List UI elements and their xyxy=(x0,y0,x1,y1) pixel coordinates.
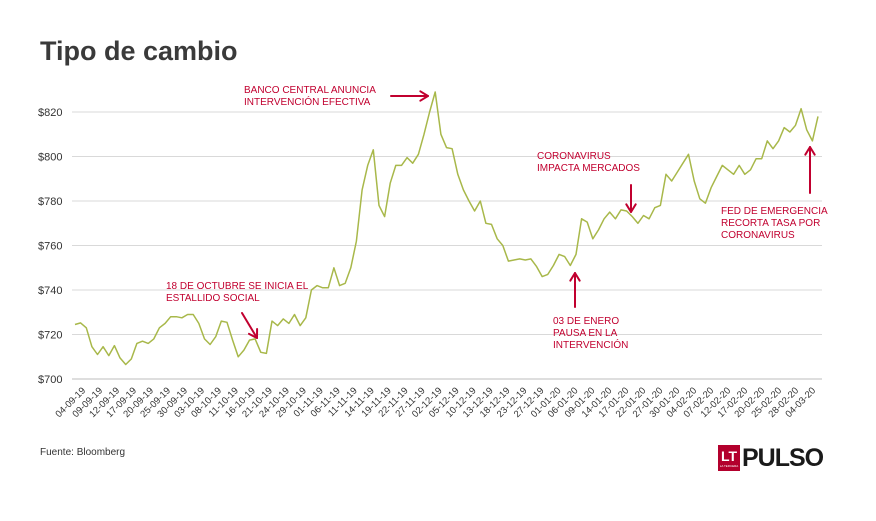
annotation-estallido-social: 18 DE OCTUBRE SE INICIA EL ESTALLIDO SOC… xyxy=(166,281,309,304)
annotation-banco-central: BANCO CENTRAL ANUNCIA INTERVENCIÓN EFECT… xyxy=(244,85,376,108)
x-axis-ticks: 04-09-1909-09-1912-09-1917-09-1920-09-19… xyxy=(53,385,818,420)
y-tick-label: $740 xyxy=(38,285,62,297)
chart-title: Tipo de cambio xyxy=(40,36,238,66)
arrow-pausa-intervencion xyxy=(569,272,581,308)
y-tick-label: $780 xyxy=(38,196,62,208)
annotation-fed-recorta-tasa: FED DE EMERGENCIA RECORTA TASA POR CORON… xyxy=(721,206,828,241)
y-axis-ticks: $700 $720 $740 $760 $780 $800 $820 xyxy=(38,107,62,386)
grid-lines xyxy=(72,111,822,380)
annotation-pausa-intervencion: 03 DE ENERO PAUSA EN LA INTERVENCIÓN xyxy=(553,316,629,351)
logo-name: PULSO xyxy=(742,443,824,472)
y-tick-label: $820 xyxy=(38,107,62,119)
source-note: Fuente: Bloomberg xyxy=(40,447,126,458)
logo-badge-text: LT xyxy=(720,447,738,464)
la-tercera-badge: LT LA TERCERA xyxy=(718,445,740,471)
exchange-rate-line xyxy=(74,91,819,366)
annotation-coronavirus-mercados: CORONAVIRUS IMPACTA MERCADOS xyxy=(537,151,640,174)
logo-badge-subtext: LA TERCERA xyxy=(719,463,739,468)
y-tick-label: $760 xyxy=(38,241,62,253)
pulso-logo: LT LA TERCERA PULSO xyxy=(718,443,824,473)
y-tick-label: $700 xyxy=(38,374,62,386)
arrow-estallido-social xyxy=(241,312,259,339)
arrow-coronavirus-mercados xyxy=(625,184,637,213)
annotation-arrows xyxy=(241,90,816,339)
y-tick-label: $720 xyxy=(38,330,62,342)
arrow-fed-recorta-tasa xyxy=(804,146,816,194)
arrow-banco-central xyxy=(390,90,429,102)
y-tick-label: $800 xyxy=(38,152,62,164)
